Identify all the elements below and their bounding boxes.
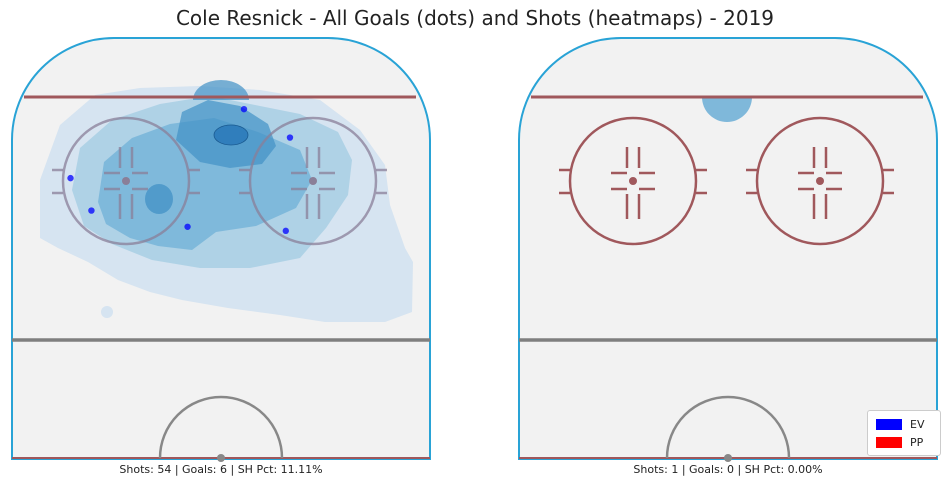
faceoff-circle-left-2 — [239, 116, 387, 246]
goal-dot — [67, 174, 74, 182]
legend-item-ev: EV — [876, 417, 924, 431]
faceoff-dot-left-1 — [122, 177, 130, 185]
faceoff-circle-right-2 — [746, 116, 894, 246]
shot-heatmap-left — [40, 80, 413, 322]
faceoff-circle-left-1 — [52, 116, 200, 246]
caption-left: Shots: 54 | Goals: 6 | SH Pct: 11.11% — [119, 463, 323, 476]
legend-swatch-ev — [876, 418, 902, 430]
faceoff-dot-right-1 — [629, 177, 637, 185]
center-dot-left — [217, 454, 225, 462]
heatmap-level-1b — [101, 306, 113, 318]
goal-dot — [88, 207, 95, 214]
chart-title: Cole Resnick - All Goals (dots) and Shot… — [175, 6, 775, 30]
center-circle-left — [158, 395, 284, 459]
center-dot-right — [724, 454, 732, 462]
faceoff-dot-right-2 — [816, 177, 824, 185]
goal-dot — [282, 227, 289, 235]
goal-dot — [286, 134, 294, 141]
shot-heatmap-right — [702, 97, 752, 122]
goal-dot — [240, 105, 248, 113]
caption-right: Shots: 1 | Goals: 0 | SH Pct: 0.00% — [633, 463, 823, 476]
legend-label-ev: EV — [910, 417, 925, 431]
heatmap-level-5 — [213, 124, 249, 146]
center-circle-right — [665, 395, 791, 459]
legend-label-pp: PP — [910, 435, 924, 449]
faceoff-dot-left-2 — [309, 177, 317, 185]
legend: EV PP — [867, 410, 941, 456]
heatmap-level-4b — [145, 184, 173, 214]
rink-left — [11, 37, 431, 462]
goal-dots-left — [67, 105, 294, 235]
heatmap-level-4c — [193, 80, 249, 100]
faceoff-circle-right-1 — [559, 116, 707, 246]
legend-item-pp: PP — [876, 435, 923, 449]
legend-swatch-pp — [876, 436, 902, 448]
rink-right — [518, 37, 938, 462]
goal-dot — [184, 223, 191, 230]
ice-surface-right — [518, 37, 938, 460]
